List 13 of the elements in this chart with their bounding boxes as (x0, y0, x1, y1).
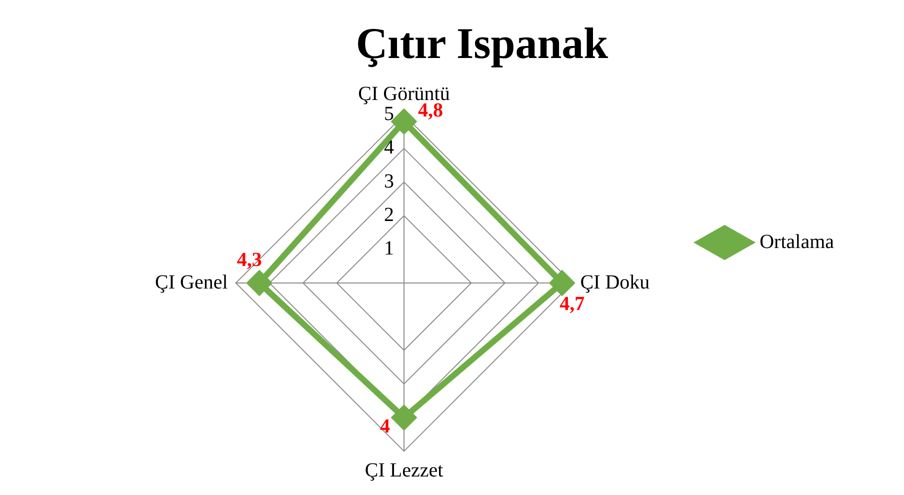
legend-label: Ortalama (760, 230, 834, 253)
chart-title: Çıtır Ispanak (356, 18, 609, 68)
data-label: 4,7 (560, 293, 585, 316)
spoke-label: ÇI Genel (155, 271, 228, 294)
y-tick-label: 5 (384, 103, 394, 126)
y-tick-label: 1 (384, 238, 394, 260)
y-tick-label: 4 (384, 136, 394, 159)
spoke-label: ÇI Lezzet (364, 459, 444, 482)
spoke-label: ÇI Doku (580, 271, 650, 294)
data-label: 4,8 (418, 100, 443, 122)
y-tick-label: 3 (384, 170, 394, 192)
y-tick-label: 2 (384, 204, 394, 226)
data-label: 4,3 (236, 249, 262, 272)
